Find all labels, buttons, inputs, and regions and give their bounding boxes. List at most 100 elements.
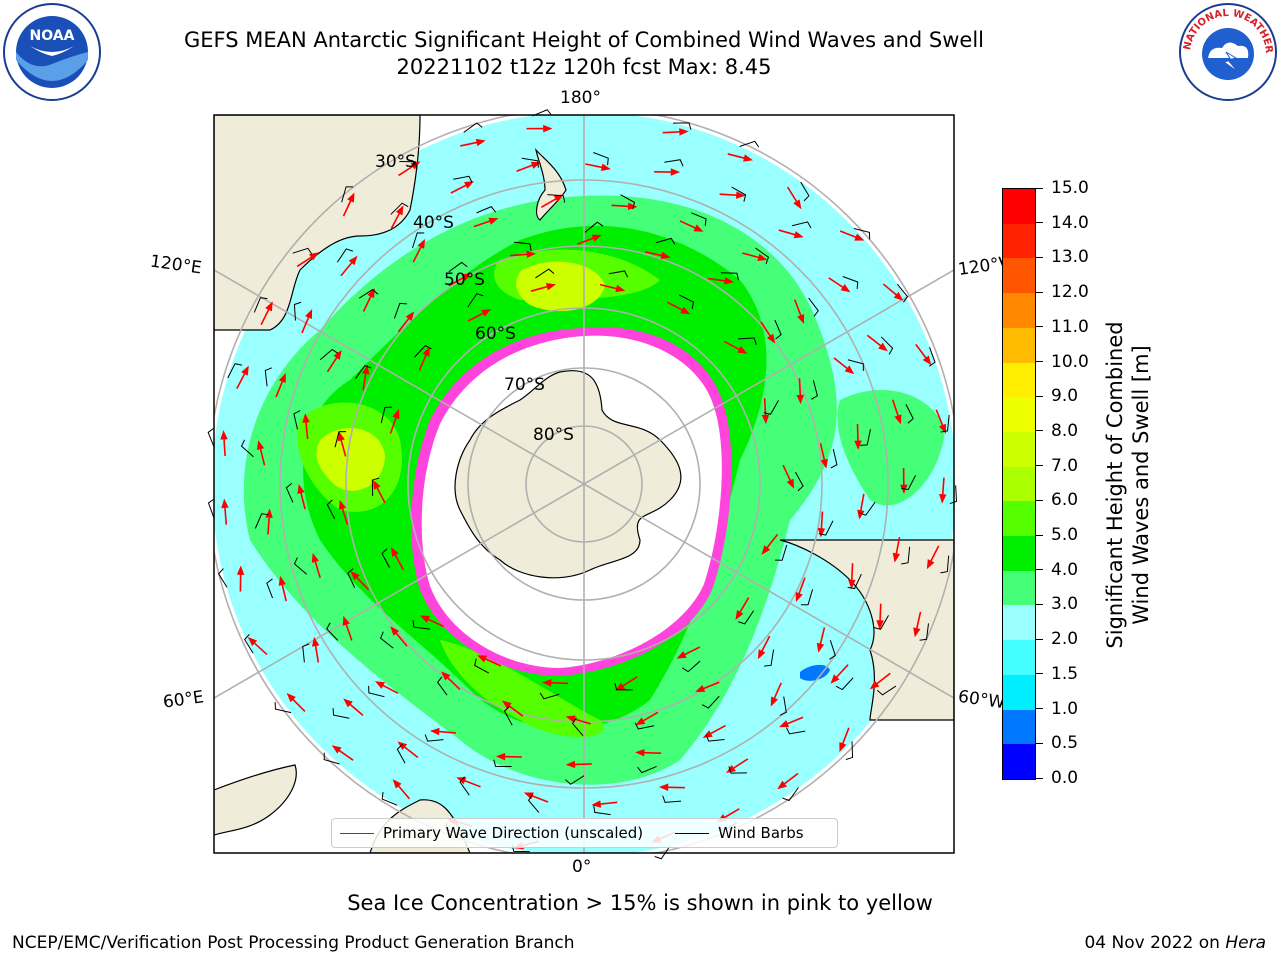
madagascar [214,764,297,836]
wave-direction-arrowhead [854,440,862,450]
wind-barb [691,212,707,226]
wave-direction-arrowhead [256,440,265,451]
lat-label-50s: 50°S [444,270,485,290]
wind-barb [467,293,484,308]
wave-direction-arrowhead [743,154,753,162]
wind-barb [720,272,740,281]
wind-barb [794,471,804,492]
wave-direction-arrowhead [600,163,611,171]
wave-direction-arrow [719,193,740,197]
wave-direction-arrowhead [523,792,534,800]
wave-direction-arrow [340,259,355,277]
wave-direction-arrow [506,703,524,717]
wave-direction-arrowhead [419,615,431,623]
wave-direction-arrow [640,711,659,723]
wave-direction-arrow [839,230,860,240]
wave-direction-arrow [891,399,900,419]
wind-barb [474,658,490,674]
wind-barb-swatch [675,832,710,834]
wave-direction-arrow [347,701,364,716]
wind-barb [274,702,292,714]
colorbar-tick: 7.0 [1035,456,1078,476]
wind-barb [513,241,532,251]
wave-direction-arrowhead [757,253,768,261]
colorbar-segment [1003,189,1035,224]
wind-barb [896,283,909,303]
colorbar-tick: 10.0 [1035,352,1089,372]
wind-barb [919,623,930,641]
wind-barb [380,406,392,424]
wave-direction-arrow [529,793,549,803]
wave-direction-arrowhead [869,680,880,690]
wave-direction-arrowhead [926,559,935,570]
wave-direction-arrow [833,357,851,372]
wave-direction-swatch [340,832,374,834]
wave-direction-arrowhead [676,651,687,659]
wind-barb [853,228,871,240]
wave-direction-arrow [818,627,826,648]
wave-direction-arrowhead [627,202,638,211]
wind-barb [847,359,864,371]
wind-barb [801,589,814,606]
wave-direction-arrowhead [367,288,375,299]
wave-direction-arrow [786,186,799,205]
colorbar-segment [1003,466,1035,502]
lat-label-40s: 40°S [413,213,454,233]
colorbar-tick: 11.0 [1035,317,1089,337]
colorbar [1002,188,1036,780]
wind-barb [336,248,354,263]
wave-direction-arrow [859,493,865,514]
wind-barb [412,232,425,249]
wave-direction-arrowhead [331,745,342,754]
wave-direction-arrowhead [817,528,826,538]
wave-direction-arrow [482,656,502,667]
wind-barb [218,568,228,588]
wind-barb [672,122,692,130]
wind-barb [593,805,611,816]
wave-direction-arrow [418,351,429,371]
wind-barb [319,348,339,361]
wind-barb [835,677,854,691]
map-legend: Primary Wave Direction (unscaled) Wind B… [331,818,838,848]
wave-direction-arrowhead [848,579,856,590]
wind-barb [381,792,398,806]
wave-direction-arrow [662,130,683,134]
wave-direction-arrow [856,423,859,445]
wind-barb [521,157,539,168]
wind-barb [463,122,483,133]
lat-label-30s: 30°S [375,152,416,172]
wave-direction-arrowhead [658,783,669,791]
wave-direction-arrowhead [278,373,286,384]
wave-direction-arrow [412,243,424,263]
wind-barb [503,705,513,726]
wind-barb [293,301,302,321]
wave-direction-arrow [721,808,740,820]
wind-barb [358,288,379,299]
wind-barb [860,429,871,446]
wind-barb [842,276,859,290]
wave-direction-arrow [362,293,373,312]
wind-barb [679,294,695,310]
wave-direction-arrow [223,436,226,457]
wave-direction-arrow [435,730,456,734]
wind-barb [755,247,770,264]
wave-direction-arrowhead [221,498,229,509]
wave-direction-arrow [571,763,592,766]
wave-direction-arrowhead [761,545,771,555]
wave-direction-arrowhead [786,478,795,489]
wind-barb [637,766,657,774]
wind-barb [905,404,914,424]
wave-direction-arrowhead [913,627,921,638]
wave-direction-arrowhead [475,138,486,147]
wave-direction-arrow [301,314,311,334]
colorbar-segment [1003,709,1035,745]
wave-direction-arrow [501,755,522,758]
new-zealand [534,147,567,221]
wave-direction-arrowhead [761,414,770,425]
wave-direction-arrowhead [343,698,353,708]
wave-direction-arrowhead [417,238,426,249]
colorbar-tick: 1.0 [1035,699,1078,719]
wave-direction-arrowhead [553,194,564,203]
wind-barb [811,380,818,400]
